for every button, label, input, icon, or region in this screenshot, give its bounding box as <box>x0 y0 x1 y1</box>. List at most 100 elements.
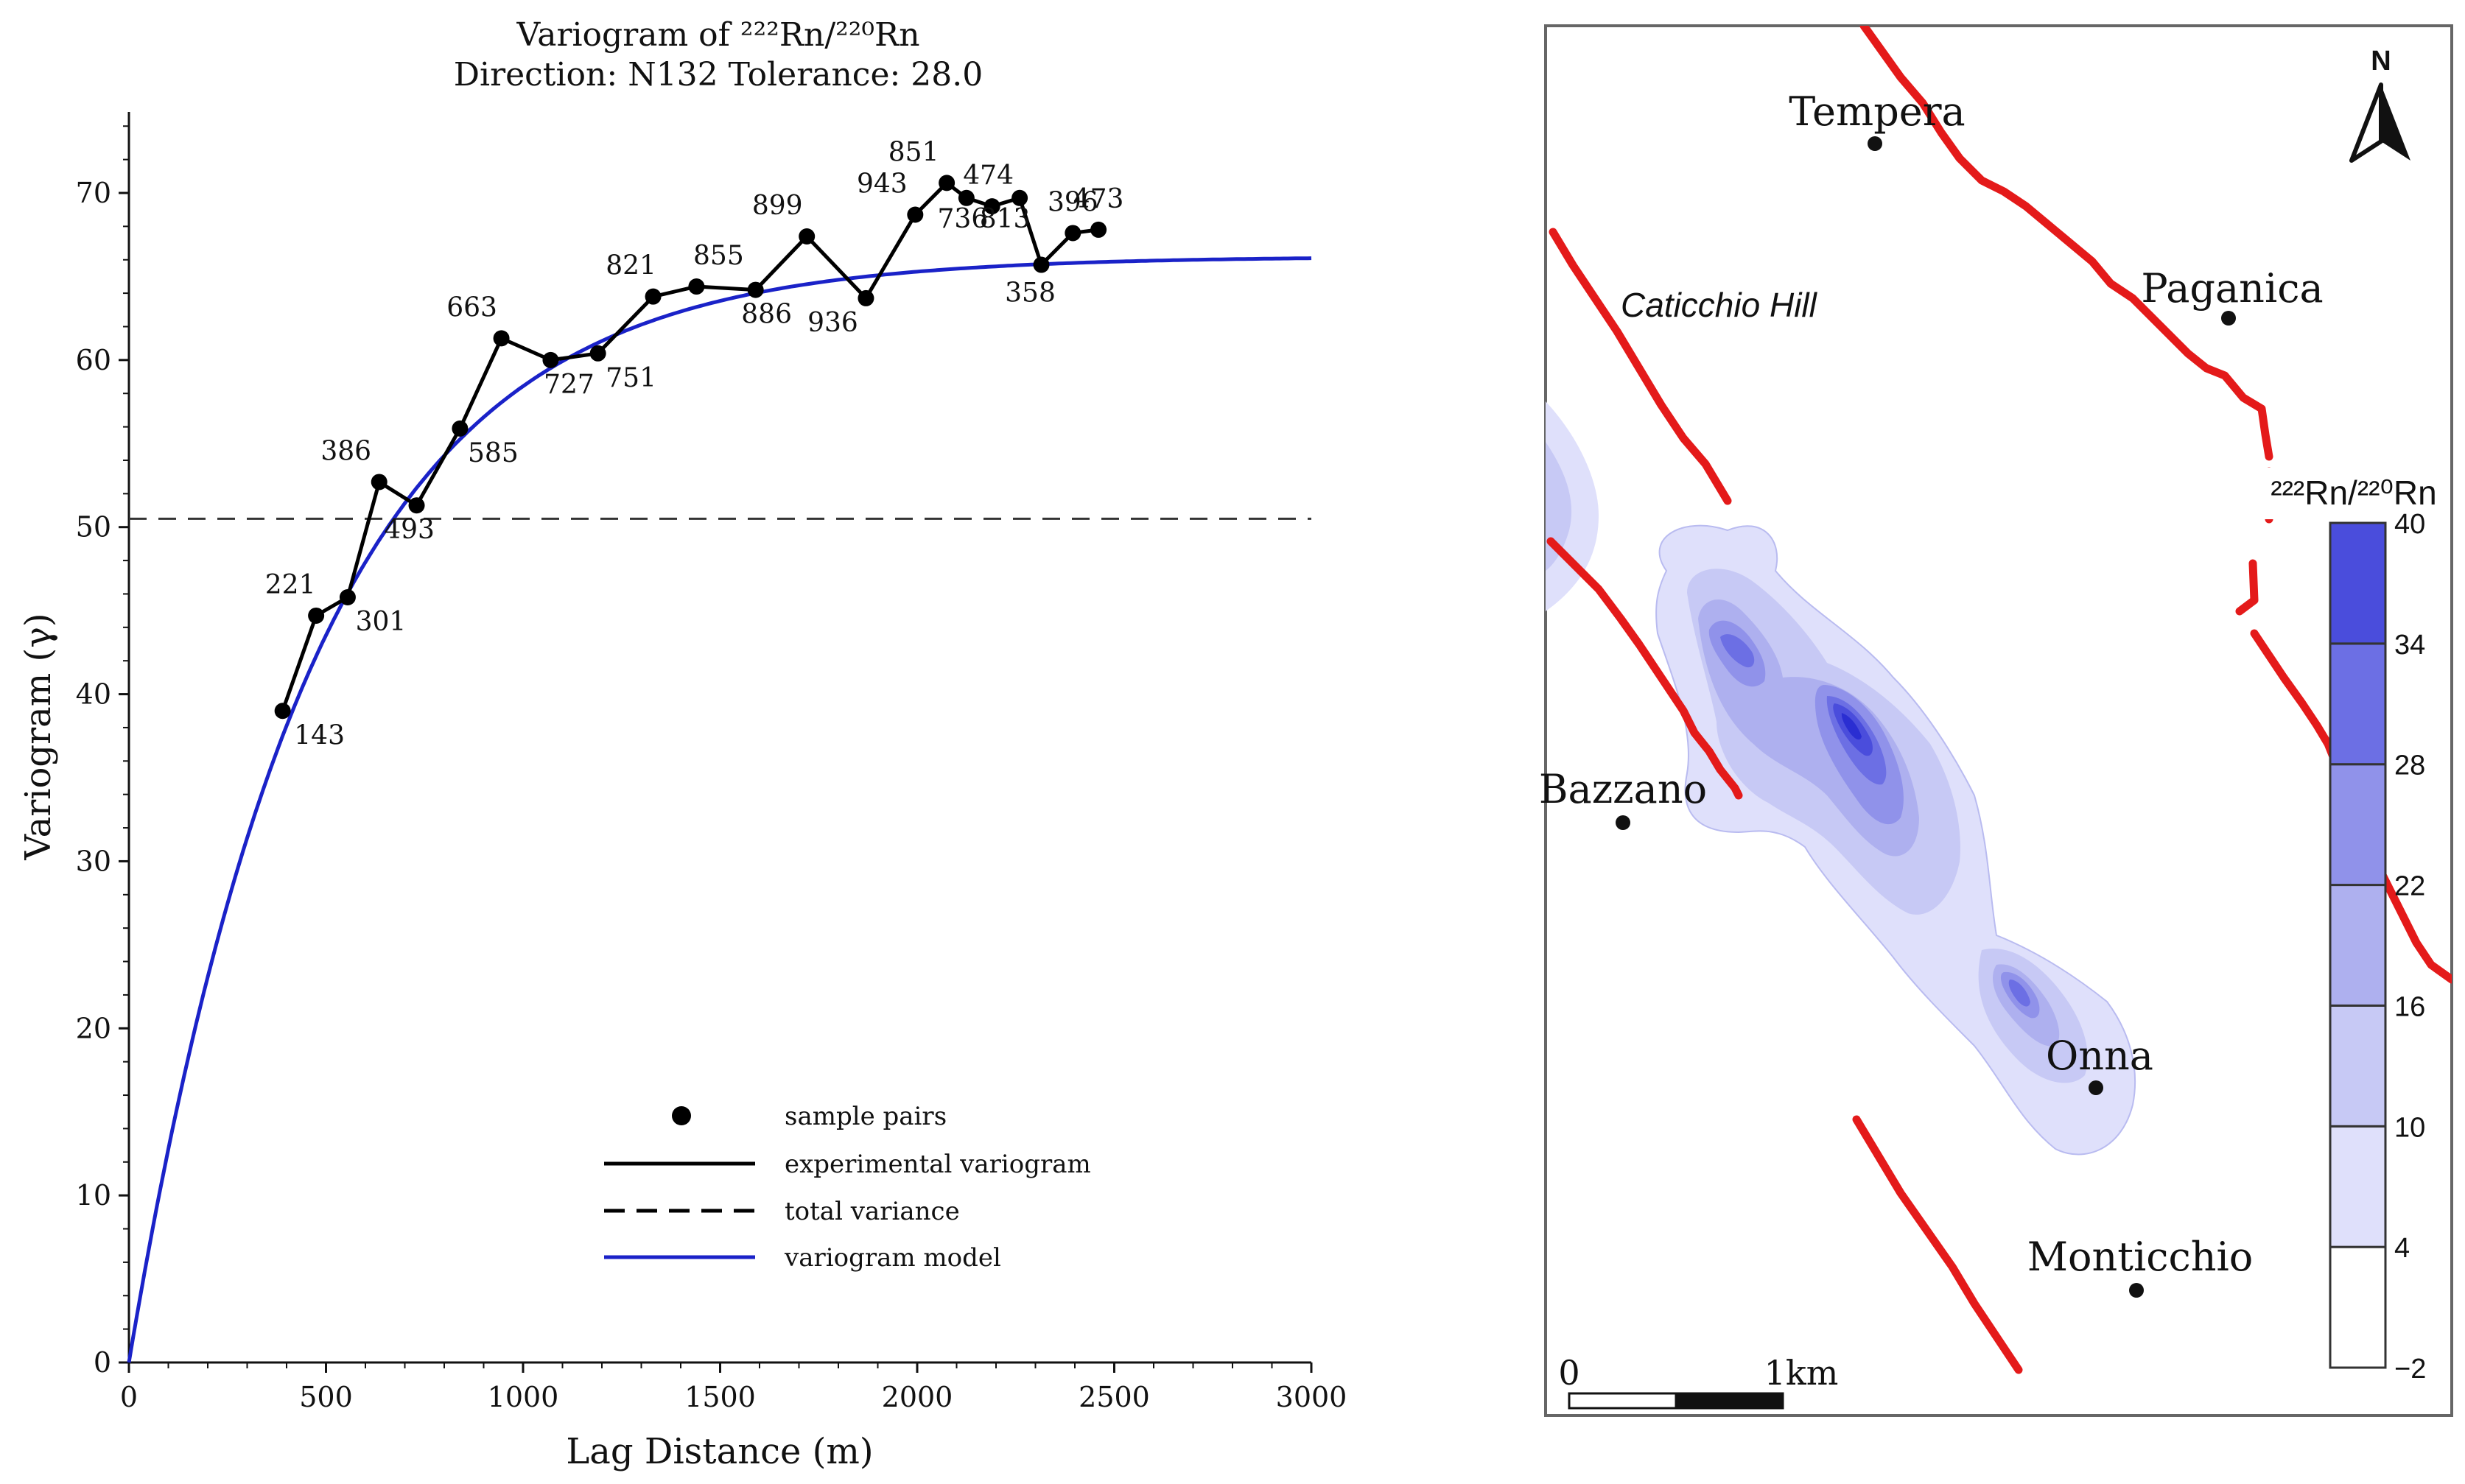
contour-level-40 <box>1841 713 1862 740</box>
colorbar-cell <box>2329 1125 2387 1248</box>
sample-pair-label: 943 <box>857 169 908 199</box>
sample-pair-point <box>339 588 356 605</box>
sample-pair-label: 886 <box>741 300 792 330</box>
colorbar-title-bg <box>2254 468 2431 519</box>
sample-pair-point <box>688 278 705 295</box>
sample-pair-point <box>858 289 874 306</box>
scale-bar-end: 1km <box>1764 1353 1839 1393</box>
colorbar-cell <box>2329 1004 2387 1128</box>
place-marker-tempera <box>1868 136 1882 151</box>
legend-label-model: variogram model <box>784 1243 1001 1273</box>
y-tick-label: 50 <box>76 511 111 544</box>
sample-pair-label: 386 <box>320 436 371 466</box>
sample-pair-label: 143 <box>294 720 345 750</box>
colorbar-labels: −2 4 10 16 22 28 34 40 <box>2394 509 2426 1385</box>
colorbar-cell <box>2329 642 2387 766</box>
sample-pair-point <box>958 189 975 206</box>
sample-pair-label: 855 <box>693 241 744 271</box>
contour-level-28 <box>1720 634 1887 785</box>
legend: sample pairs experimental variogram tota… <box>604 1102 1091 1273</box>
fault-onna <box>1852 1115 2023 1374</box>
legend-label-experimental: experimental variogram <box>785 1150 1091 1179</box>
scale-bar: 0 1km <box>1558 1353 1839 1410</box>
place-marker-paganica <box>2221 311 2236 326</box>
x-tick-label: 3000 <box>1276 1381 1347 1413</box>
x-tick-label: 0 <box>120 1381 138 1413</box>
north-label: N <box>2371 46 2391 77</box>
sample-pair-point <box>1011 189 1028 206</box>
x-tick-label: 1000 <box>488 1381 559 1413</box>
sample-pair-label: 221 <box>265 570 316 600</box>
x-ticks: 0 500 1000 1500 2000 2500 3000 <box>120 1362 1347 1413</box>
scale-bar-start: 0 <box>1558 1353 1579 1393</box>
sample-pair-point <box>939 175 956 191</box>
place-label-onna: Onna <box>2046 1033 2153 1079</box>
place-label-bazzano: Bazzano <box>1539 766 1707 812</box>
scale-bar-white <box>1568 1392 1677 1410</box>
colorbar-tick-label: 28 <box>2394 750 2425 781</box>
sample-pair-point <box>274 703 291 720</box>
sample-pair-labels: 143 221 301 386 493 585 663 727 751 821 855 886 899 9… <box>265 137 1124 750</box>
x-tick-label: 2000 <box>882 1381 953 1413</box>
fault-paganica-break <box>2235 559 2259 616</box>
colorbar-cell <box>2329 763 2387 887</box>
sample-pair-point <box>1090 221 1107 238</box>
sample-pair-point <box>408 497 425 514</box>
sample-pair-label: 585 <box>468 438 519 468</box>
x-tick-label: 500 <box>299 1381 353 1413</box>
sample-pair-label: 813 <box>980 204 1031 234</box>
chart-subtitle: Direction: N132 Tolerance: 28.0 <box>454 56 983 94</box>
contour-level-22 <box>1708 620 1904 825</box>
colorbar-tick-label: 16 <box>2394 991 2425 1022</box>
sample-pair-point <box>308 607 325 624</box>
north-arrow-right-half <box>2381 85 2410 161</box>
y-tick-label: 10 <box>76 1179 111 1212</box>
north-arrow-icon: N <box>2349 46 2410 163</box>
sample-pair-point <box>1065 225 1081 242</box>
sample-pair-label: 899 <box>752 191 803 221</box>
radon-map: Tempera Paganica Caticchio Hill Bazzano … <box>1539 24 2453 1417</box>
colorbar-cell <box>2329 1245 2387 1369</box>
sample-pair-label: 396 <box>1048 187 1098 217</box>
colorbar: ²²²Rn/²²⁰Rn −2 4 10 16 22 28 34 40 <box>2254 468 2437 1385</box>
variogram-axes: 0 500 1000 1500 2000 2500 3000 0 10 20 30 40 50 60 70 <box>76 112 1347 1413</box>
sample-pair-point <box>747 281 764 298</box>
sample-pair-label: 736 <box>938 204 989 234</box>
sample-pair-point <box>907 206 924 223</box>
colorbar-tick-label: 34 <box>2394 630 2425 661</box>
sample-pair-point <box>452 420 469 437</box>
sample-pair-label: 473 <box>1073 184 1124 214</box>
contour-layer <box>1546 26 2452 1374</box>
chart-title: Variogram of ²²²Rn/²²⁰Rn <box>516 16 919 54</box>
sample-pair-label: 493 <box>384 515 435 545</box>
y-axis-label: Variogram (γ) <box>18 613 59 860</box>
place-marker-monticchio <box>2129 1283 2144 1298</box>
sample-pair-point <box>589 345 606 362</box>
variogram-chart: Variogram of ²²²Rn/²²⁰Rn Direction: N132… <box>18 16 1347 1472</box>
scale-bar-black <box>1675 1392 1784 1410</box>
place-marker-bazzano <box>1616 815 1630 830</box>
sample-pair-point <box>371 474 388 490</box>
fault-bazzano <box>1546 537 1743 800</box>
legend-marker-sample-pairs <box>672 1106 691 1125</box>
colorbar-cells <box>2329 521 2387 1369</box>
sample-pair-points <box>274 175 1107 720</box>
colorbar-tick-label: 40 <box>2394 509 2425 540</box>
contour-level-4-west <box>1546 401 1599 611</box>
y-tick-label: 70 <box>76 177 111 209</box>
sample-pair-point <box>799 228 816 245</box>
contour-outline <box>1655 524 2136 1156</box>
colorbar-tick-label: −2 <box>2394 1354 2426 1385</box>
y-minor-ticks <box>123 125 129 1330</box>
sample-pair-label: 301 <box>356 607 407 637</box>
colorbar-tick-label: 10 <box>2394 1112 2425 1143</box>
y-tick-label: 30 <box>76 845 111 877</box>
places: Tempera Paganica Caticchio Hill Bazzano … <box>1539 88 2324 1298</box>
sample-pair-label: 358 <box>1005 278 1056 309</box>
colorbar-cell <box>2329 521 2387 645</box>
legend-label-sample-pairs: sample pairs <box>785 1102 947 1131</box>
place-label-monticchio: Monticchio <box>2027 1234 2254 1280</box>
sample-pair-label: 821 <box>606 251 656 281</box>
sample-pair-label: 751 <box>606 363 656 393</box>
